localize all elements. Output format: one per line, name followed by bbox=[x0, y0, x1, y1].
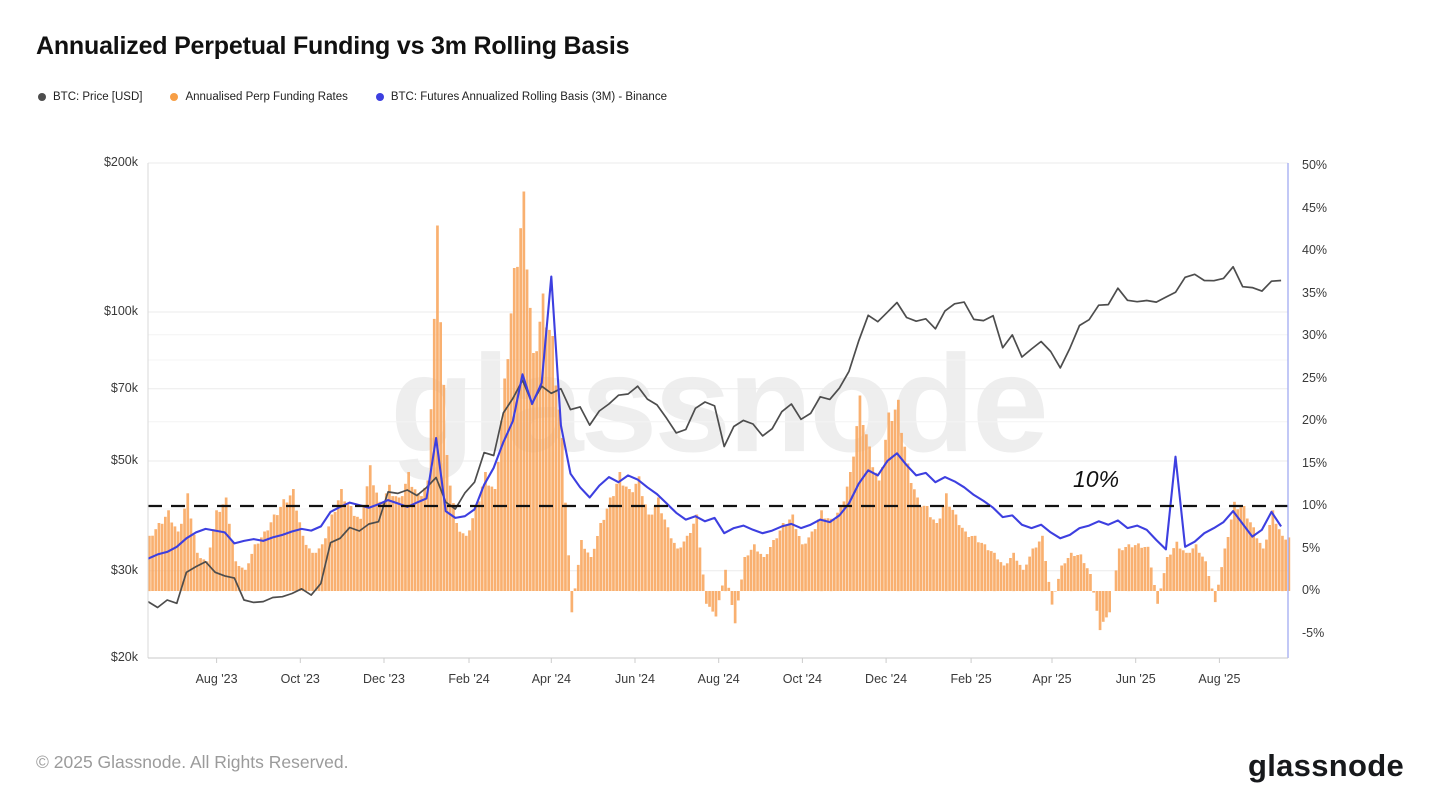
y-axis-label-right: 20% bbox=[1302, 413, 1328, 427]
y-axis-label-right: 25% bbox=[1302, 370, 1328, 385]
rolling-basis-line bbox=[147, 275, 1282, 560]
x-axis-label: Oct '24 bbox=[782, 672, 822, 686]
x-axis-label: Jun '25 bbox=[1115, 672, 1156, 686]
x-axis-label: Aug '23 bbox=[195, 672, 238, 686]
x-axis-label: Jun '24 bbox=[615, 672, 655, 686]
y-axis-label-left: $100k bbox=[103, 304, 138, 318]
legend-item-2[interactable]: BTC: Futures Annualized Rolling Basis (3… bbox=[375, 91, 667, 103]
funding-bars-series bbox=[148, 191, 1291, 631]
y-axis-label-left: $30k bbox=[110, 562, 138, 577]
x-axis-label: Dec '23 bbox=[362, 672, 405, 686]
legend: BTC: Price [USD] Annualised Perp Funding … bbox=[38, 91, 667, 103]
y-axis-label-right: 5% bbox=[1302, 540, 1321, 555]
y-axis-label-right: 45% bbox=[1302, 200, 1328, 215]
y-axis-label-right: 35% bbox=[1302, 285, 1328, 300]
x-axis-label: Feb '24 bbox=[448, 672, 490, 686]
x-axis-label: Feb '25 bbox=[950, 672, 992, 686]
legend-item-0[interactable]: BTC: Price [USD] bbox=[38, 91, 142, 103]
ref-line-label: 10% bbox=[1073, 466, 1120, 492]
y-axis-label-right: 0% bbox=[1302, 583, 1321, 597]
legend-dot-icon bbox=[170, 93, 179, 101]
y-axis-label-left: $200k bbox=[103, 155, 138, 169]
x-axis-label: Aug '24 bbox=[697, 672, 740, 686]
y-axis-label-left: $20k bbox=[110, 650, 138, 664]
y-axis-label-right: 30% bbox=[1302, 328, 1328, 342]
x-axis-label: Oct '23 bbox=[280, 672, 320, 686]
x-axis-label: Aug '25 bbox=[1198, 672, 1241, 686]
legend-item-label: BTC: Futures Annualized Rolling Basis (3… bbox=[390, 91, 667, 103]
page-title: Annualized Perpetual Funding vs 3m Rolli… bbox=[36, 32, 630, 60]
legend-item-label: Annualised Perp Funding Rates bbox=[185, 91, 348, 103]
chart-plot-area[interactable]: glassnode 10% bbox=[147, 162, 1291, 663]
glassnode-logo: glassnode bbox=[1247, 748, 1404, 783]
legend-dot-icon bbox=[38, 93, 46, 101]
y-axis-label-right: 15% bbox=[1302, 455, 1328, 470]
x-axis-label: Dec '24 bbox=[865, 672, 908, 686]
y-axis-label-right: 40% bbox=[1302, 243, 1328, 257]
legend-item-1[interactable]: Annualised Perp Funding Rates bbox=[170, 91, 348, 103]
x-axis-label: Apr '25 bbox=[1032, 672, 1072, 686]
y-axis-label-right: 10% bbox=[1302, 498, 1328, 512]
chart-canvas[interactable] bbox=[147, 162, 1291, 663]
y-axis-label-left: $50k bbox=[110, 453, 138, 468]
copyright-text: © 2025 Glassnode. All Rights Reserved. bbox=[36, 752, 349, 772]
y-axis-label-right: -5% bbox=[1302, 625, 1325, 640]
y-axis-label-right: 50% bbox=[1302, 158, 1328, 172]
y-axis-label-left: $70k bbox=[110, 380, 138, 395]
legend-item-label: BTC: Price [USD] bbox=[53, 91, 143, 103]
legend-dot-icon bbox=[375, 93, 384, 101]
x-axis-label: Apr '24 bbox=[531, 672, 571, 686]
btc-price-line bbox=[147, 265, 1282, 609]
